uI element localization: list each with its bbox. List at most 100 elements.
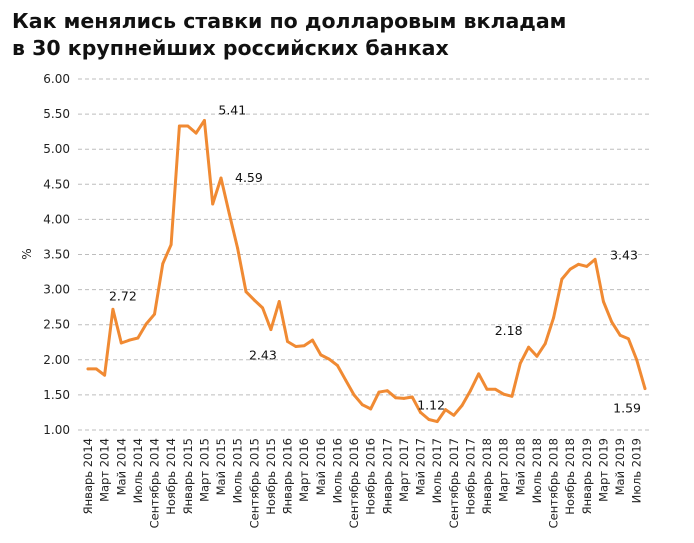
data-point (111, 307, 115, 311)
x-tick-label: Март 2015 (197, 438, 211, 502)
data-point (618, 333, 622, 337)
data-point (119, 341, 123, 345)
data-point (602, 300, 605, 303)
data-point (294, 345, 298, 348)
y-tick-label: 5.00 (43, 142, 70, 156)
data-point (560, 277, 564, 281)
y-axis-ticks: 1.00 1.50 2.00 2.50 3.00 3.50 4.00 4.50 5.00 5.50… (43, 72, 70, 437)
data-labels: 2.72 5.41 4.59 2.43 1.12 2.18 3.43 1.59 (109, 102, 641, 415)
data-point (86, 367, 90, 371)
x-tick-label: Ноябрь 2018 (563, 438, 577, 515)
data-point (477, 372, 481, 376)
data-label: 2.43 (249, 348, 277, 363)
data-point (311, 338, 314, 342)
x-tick-label: Май 2017 (414, 438, 428, 495)
data-point (336, 364, 339, 367)
data-point (427, 418, 431, 421)
x-tick-label: Январь 2019 (580, 438, 594, 514)
data-point (593, 258, 597, 261)
chart-title-line-2: в 30 крупнейших российских банках (12, 36, 449, 60)
data-point (153, 312, 156, 316)
x-tick-label: Май 2018 (513, 438, 527, 495)
x-tick-label: Сентябрь 2014 (148, 438, 162, 528)
data-point (352, 393, 356, 397)
data-point (435, 420, 439, 423)
data-point (635, 358, 639, 362)
y-tick-label: 6.00 (43, 72, 70, 86)
data-point (643, 387, 647, 390)
y-tick-label: 3.00 (43, 283, 70, 297)
series (86, 118, 647, 424)
data-point (460, 404, 464, 407)
data-point (236, 246, 240, 250)
y-tick-label: 3.50 (43, 248, 70, 262)
x-tick-label: Март 2016 (297, 438, 311, 502)
x-tick-label: Май 2014 (114, 438, 128, 495)
x-tick-label: Май 2016 (314, 438, 328, 495)
y-tick-label: 2.50 (43, 318, 70, 332)
x-tick-label: Январь 2015 (181, 438, 195, 514)
x-tick-label: Сентябрь 2016 (347, 438, 361, 528)
data-point (252, 298, 256, 302)
y-tick-label: 4.50 (43, 177, 70, 191)
data-label: 1.12 (417, 398, 445, 413)
x-tick-label: Март 2018 (497, 438, 511, 502)
x-tick-label: Январь 2018 (480, 438, 494, 514)
data-point (493, 387, 497, 391)
y-axis-label: % (20, 248, 34, 259)
x-tick-label: Май 2015 (214, 438, 228, 495)
chart-title: Как менялись ставки по долларовым вклада… (12, 8, 682, 62)
data-point (344, 378, 348, 382)
x-tick-label: Ноябрь 2017 (463, 438, 477, 515)
data-point (103, 373, 107, 377)
data-point (543, 342, 547, 346)
data-label: 1.59 (613, 401, 641, 416)
data-point (136, 336, 140, 340)
data-point (261, 306, 264, 310)
series-line (86, 118, 647, 424)
data-point (219, 176, 223, 180)
data-point (444, 408, 447, 412)
x-tick-label: Март 2017 (397, 438, 411, 502)
data-point (485, 387, 489, 391)
x-tick-label: Ноябрь 2015 (264, 438, 278, 515)
data-point (161, 262, 165, 266)
x-tick-label: Январь 2017 (380, 438, 394, 514)
data-point (377, 390, 381, 394)
data-label: 3.43 (610, 247, 638, 262)
data-point (244, 290, 248, 294)
x-axis-ticks: Январь 2014 Март 2014 Май 2014 Июль 2014 Сен… (81, 438, 644, 528)
data-point (535, 354, 539, 358)
x-tick-label: Ноябрь 2014 (164, 438, 178, 515)
y-tick-label: 2.00 (43, 353, 70, 367)
x-tick-label: Июль 2014 (131, 438, 145, 503)
x-tick-label: Январь 2014 (81, 438, 95, 514)
x-tick-label: Июль 2018 (530, 438, 544, 503)
data-point (419, 411, 422, 414)
data-point (552, 316, 555, 320)
data-point (469, 389, 472, 393)
x-tick-label: Сентябрь 2015 (247, 438, 261, 528)
data-point (568, 267, 572, 271)
data-point (410, 395, 414, 399)
data-point (626, 337, 630, 341)
chart-title-line-1: Как менялись ставки по долларовым вклада… (12, 9, 567, 33)
data-label: 2.18 (495, 323, 523, 338)
data-point (286, 340, 289, 343)
data-point (585, 265, 589, 268)
data-point (327, 357, 331, 361)
data-point (169, 243, 173, 247)
data-label: 2.72 (109, 288, 137, 303)
x-tick-label: Июль 2017 (430, 438, 444, 503)
x-tick-label: Январь 2016 (281, 438, 295, 514)
data-point (202, 119, 206, 122)
data-point (369, 407, 373, 411)
data-point (277, 300, 281, 303)
x-tick-label: Сентябрь 2017 (447, 438, 461, 528)
data-point (319, 353, 323, 357)
gridlines (78, 78, 650, 431)
y-tick-label: 5.50 (43, 107, 70, 121)
data-point (527, 345, 531, 349)
data-label: 5.41 (218, 102, 246, 117)
data-point (94, 367, 98, 371)
